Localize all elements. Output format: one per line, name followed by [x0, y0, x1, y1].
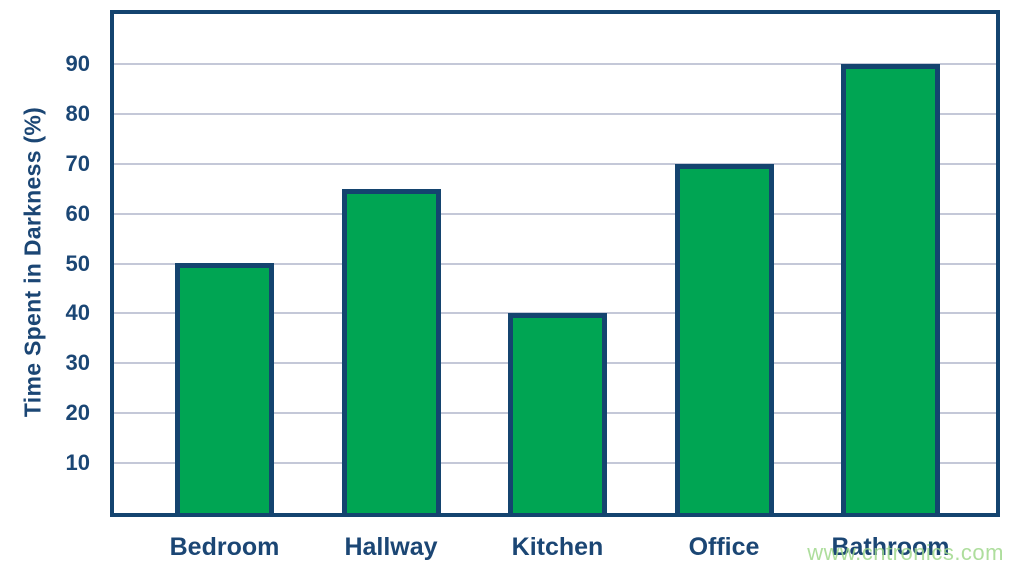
x-axis-label-bedroom: Bedroom	[169, 533, 280, 561]
bar-hallway	[341, 189, 441, 513]
y-tick-label: 60	[65, 200, 90, 226]
y-tick-label: 10	[65, 450, 90, 476]
gridline	[114, 162, 996, 165]
y-tick-label: 40	[65, 300, 90, 326]
x-axis-label-bathroom: Bathroom	[831, 533, 950, 561]
gridline	[114, 112, 996, 115]
bar-bedroom	[175, 263, 274, 513]
y-tick-label: 90	[65, 50, 90, 76]
y-tick-label: 30	[65, 350, 90, 376]
y-tick-label: 20	[65, 400, 90, 426]
y-tick-label: 70	[65, 150, 90, 176]
bar-office	[674, 164, 774, 513]
gridline	[114, 262, 996, 265]
gridline	[114, 212, 996, 215]
gridline	[114, 62, 996, 65]
watermark: www.cntronics.com	[807, 540, 1004, 565]
x-axis-label-hallway: Hallway	[344, 533, 438, 561]
y-tick-label: 50	[65, 250, 90, 276]
y-tick-label: 80	[65, 100, 90, 126]
bar-bathroom	[841, 64, 940, 513]
x-axis-label-office: Office	[688, 533, 760, 561]
bar-kitchen	[508, 313, 607, 513]
plot-area	[110, 10, 1000, 517]
x-axis-label-kitchen: Kitchen	[511, 533, 604, 561]
